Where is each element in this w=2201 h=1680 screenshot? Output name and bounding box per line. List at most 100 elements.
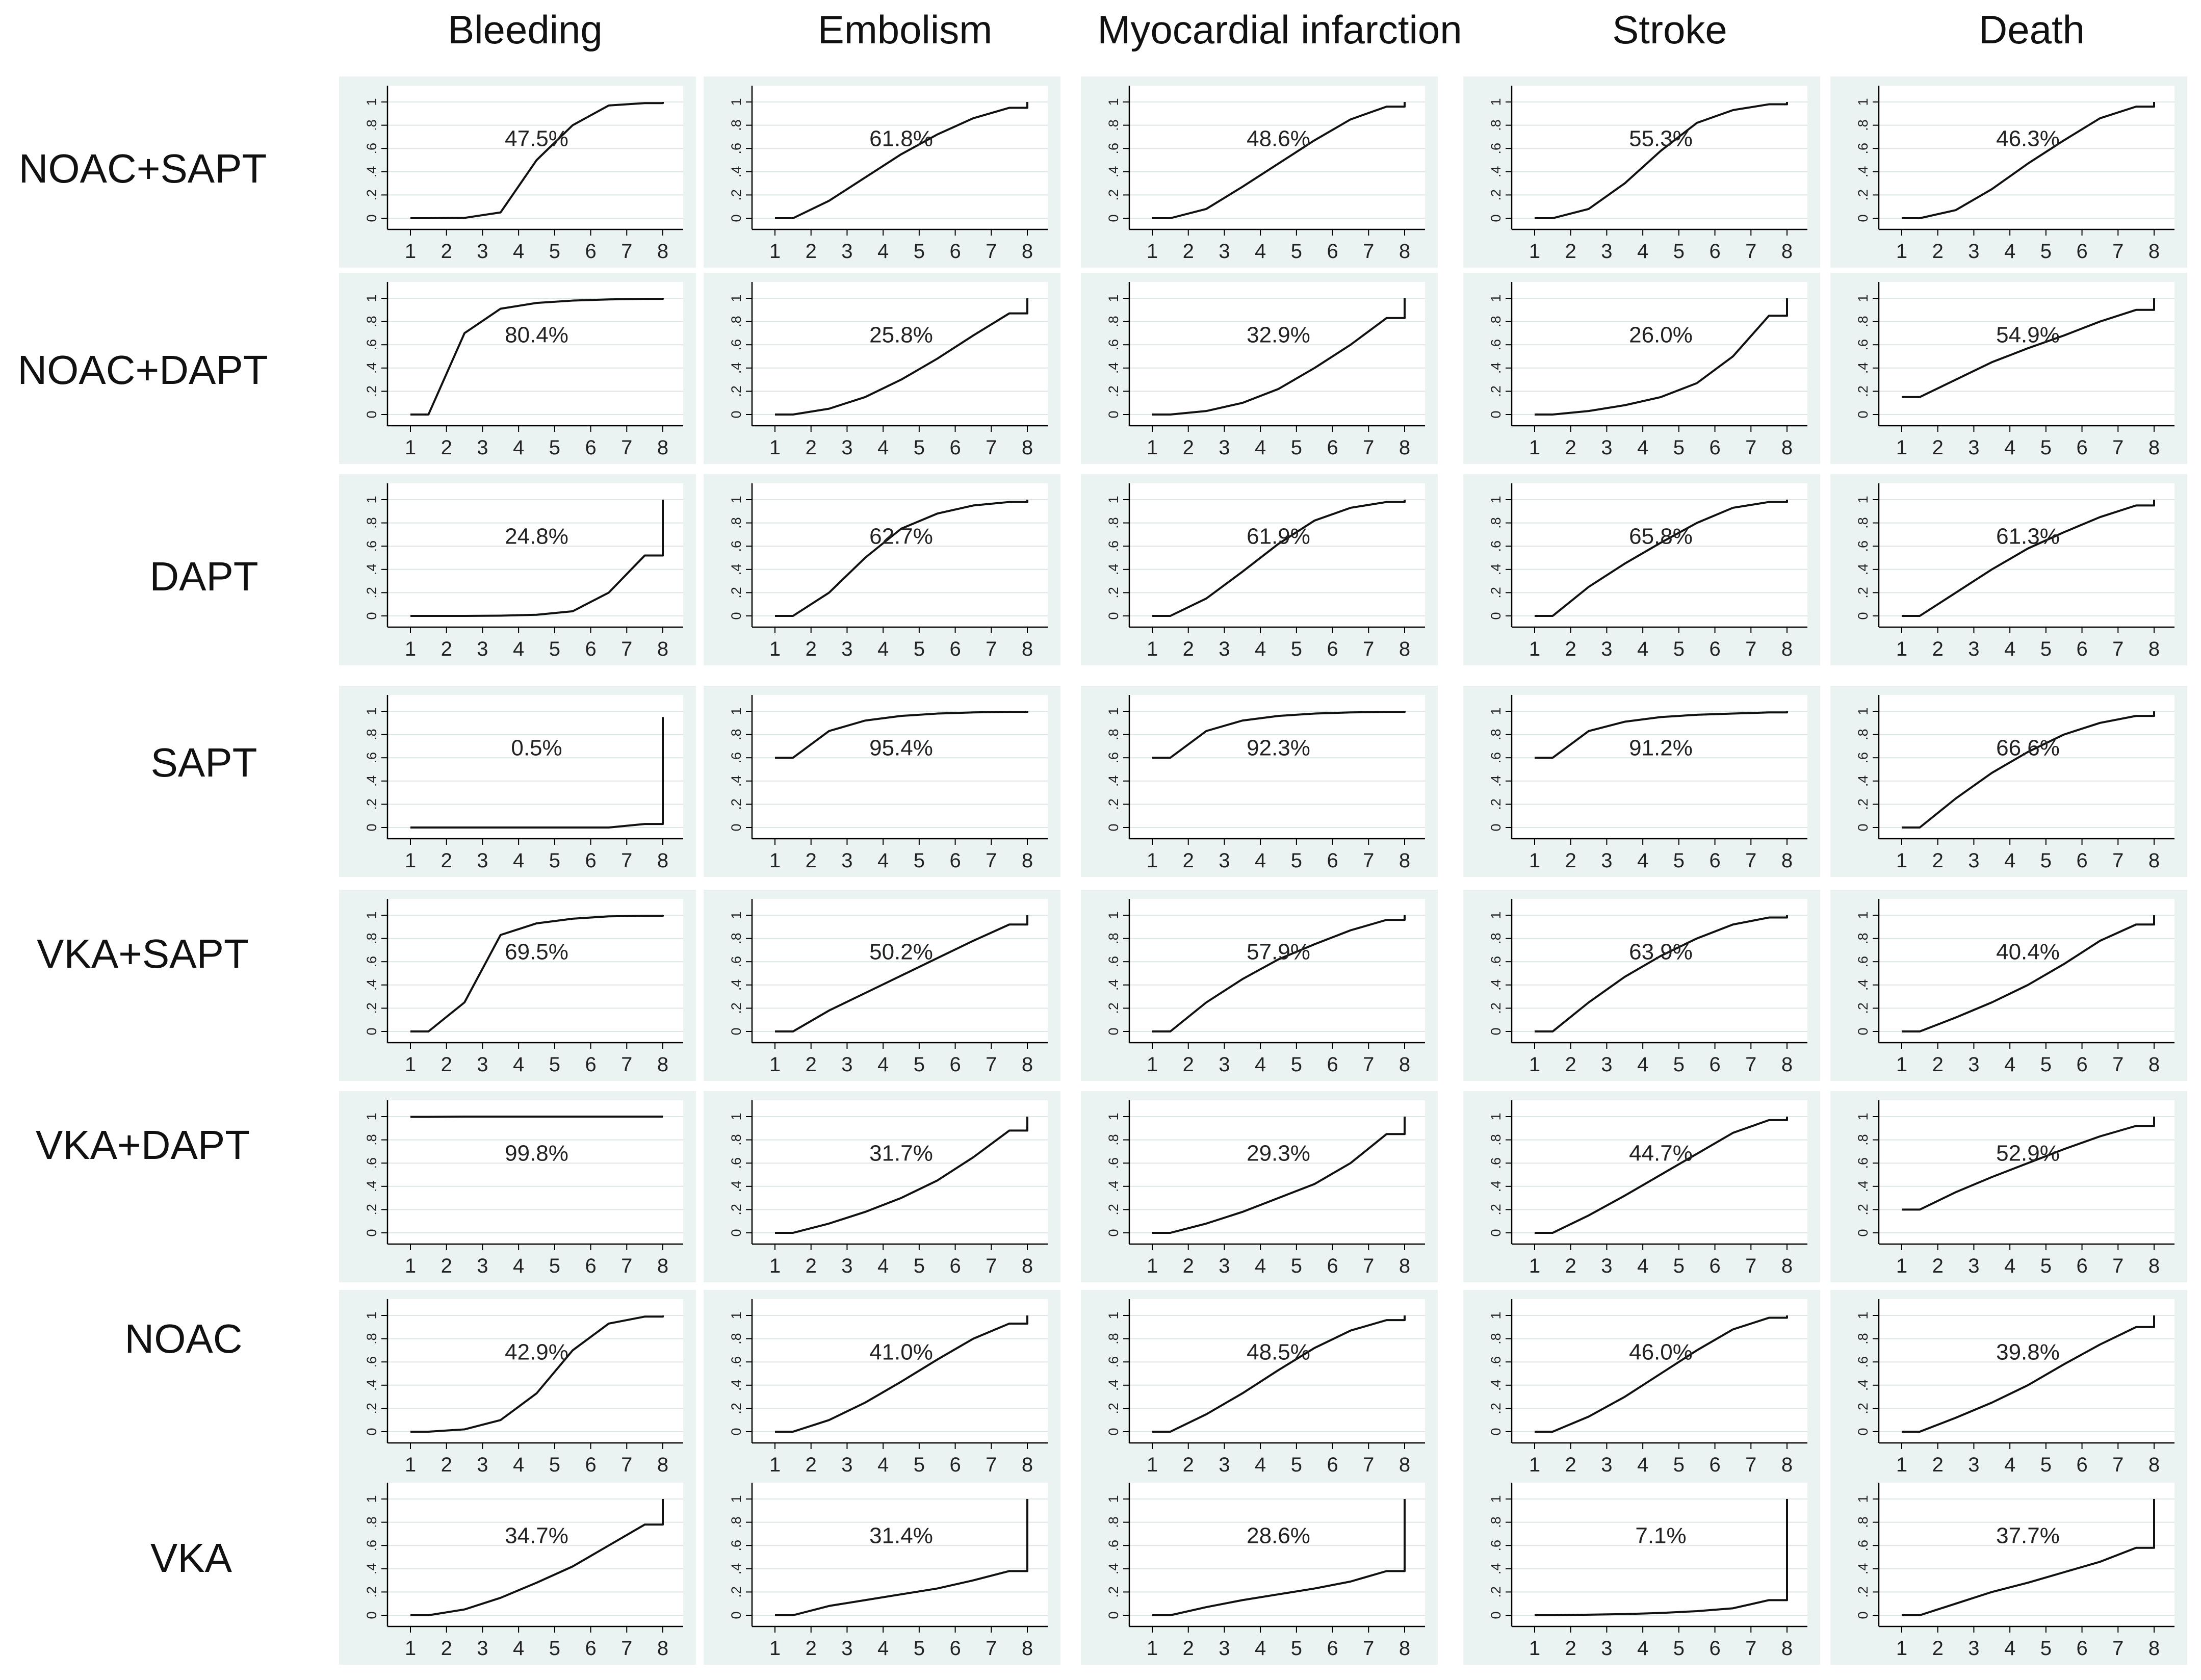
x-tick-label: 8 — [1781, 638, 1793, 660]
y-tick-label: .4 — [729, 363, 744, 374]
y-tick-label: 1 — [1855, 294, 1871, 302]
x-tick-label: 5 — [1291, 436, 1302, 459]
y-tick-label: .6 — [364, 752, 379, 764]
panel-dapt-bleeding: 0 .2 .4 .6 .8 1 1 2 3 4 5 6 7 8 24.8% — [339, 474, 696, 665]
x-tick-label: 4 — [877, 638, 889, 660]
x-tick-label: 5 — [549, 638, 560, 660]
x-tick-label: 7 — [1363, 1454, 1374, 1476]
y-tick-label: .6 — [364, 1356, 379, 1368]
x-tick-label: 7 — [1363, 638, 1374, 660]
y-tick-label: .4 — [1855, 776, 1871, 787]
x-tick-label: 2 — [1565, 436, 1576, 459]
y-tick-label: .8 — [364, 316, 379, 327]
x-tick-label: 4 — [877, 436, 889, 459]
y-tick-label: .2 — [1855, 1403, 1871, 1414]
y-tick-label: 0 — [1106, 612, 1121, 619]
y-tick-label: .2 — [1855, 385, 1871, 397]
row-title-vka: VKA — [150, 1535, 232, 1581]
x-tick-label: 8 — [1022, 638, 1033, 660]
x-tick-label: 6 — [949, 436, 961, 459]
x-tick-label: 5 — [549, 240, 560, 263]
sucra-label: 28.6% — [1247, 1523, 1310, 1548]
x-tick-label: 4 — [1255, 849, 1266, 872]
plot-area — [752, 282, 1048, 426]
y-tick-label: 1 — [729, 1495, 744, 1503]
y-tick-label: .6 — [1855, 540, 1871, 552]
x-tick-label: 8 — [1022, 849, 1033, 872]
y-tick-label: 0 — [1488, 1229, 1504, 1236]
y-tick-label: .6 — [729, 339, 744, 351]
x-tick-label: 2 — [1932, 436, 1944, 459]
x-tick-label: 1 — [769, 1053, 781, 1076]
x-tick-label: 5 — [2040, 638, 2052, 660]
y-tick-label: .2 — [1106, 798, 1121, 810]
x-tick-label: 2 — [806, 436, 817, 459]
x-tick-label: 6 — [1709, 849, 1720, 872]
y-tick-label: .2 — [729, 385, 744, 397]
plot-area — [1512, 282, 1807, 426]
x-tick-label: 8 — [657, 436, 668, 459]
y-tick-label: .2 — [1488, 798, 1504, 810]
y-tick-label: .6 — [364, 143, 379, 154]
y-tick-label: .8 — [1106, 119, 1121, 131]
x-tick-label: 6 — [2076, 240, 2087, 263]
x-tick-label: 5 — [1291, 1454, 1302, 1476]
x-tick-label: 2 — [806, 1637, 817, 1660]
sucra-label: 63.9% — [1629, 939, 1693, 964]
panel-noac-myocardial-infarction: 0 .2 .4 .6 .8 1 1 2 3 4 5 6 7 8 48.5% — [1081, 1290, 1438, 1481]
sucra-curve — [410, 1315, 664, 1433]
panel-noac-embolism: 0 .2 .4 .6 .8 1 1 2 3 4 5 6 7 8 41.0% — [704, 1290, 1060, 1481]
y-tick-label: 0 — [1488, 410, 1504, 418]
y-tick-label: .6 — [729, 752, 744, 764]
y-tick-label: .2 — [1855, 1204, 1871, 1216]
x-tick-label: 6 — [1709, 240, 1720, 263]
x-tick-label: 2 — [1565, 849, 1576, 872]
x-tick-label: 7 — [1745, 436, 1756, 459]
x-tick-label: 7 — [1745, 240, 1756, 263]
x-tick-label: 3 — [1601, 1255, 1612, 1277]
x-tick-label: 3 — [477, 1637, 488, 1660]
y-tick-label: .2 — [729, 189, 744, 201]
panel-noac-sapt-embolism: 0 .2 .4 .6 .8 1 1 2 3 4 5 6 7 8 61.8% — [704, 76, 1060, 268]
y-tick-label: .8 — [1106, 517, 1121, 529]
x-tick-label: 6 — [1327, 1053, 1338, 1076]
y-tick-label: 0 — [364, 1229, 379, 1236]
x-tick-label: 5 — [549, 1053, 560, 1076]
x-tick-label: 7 — [2112, 1053, 2124, 1076]
y-tick-label: 0 — [364, 1027, 379, 1035]
y-tick-label: .8 — [729, 316, 744, 327]
y-tick-label: .8 — [1488, 1134, 1504, 1146]
panel-noac-dapt-embolism: 0 .2 .4 .6 .8 1 1 2 3 4 5 6 7 8 25.8% — [704, 273, 1060, 464]
x-tick-label: 1 — [1147, 240, 1158, 263]
x-tick-label: 7 — [986, 849, 997, 872]
x-tick-label: 6 — [585, 1053, 596, 1076]
y-tick-label: 0 — [1855, 410, 1871, 418]
x-tick-label: 2 — [1183, 1053, 1194, 1076]
plot-area — [1879, 282, 2174, 426]
x-tick-label: 2 — [1565, 240, 1576, 263]
y-tick-label: .2 — [729, 1002, 744, 1014]
x-tick-label: 8 — [1781, 849, 1793, 872]
plot-area — [1129, 899, 1425, 1043]
y-tick-label: .2 — [1106, 1204, 1121, 1216]
x-tick-label: 5 — [1291, 849, 1302, 872]
y-tick-label: .8 — [1488, 119, 1504, 131]
panel-noac-dapt-death: 0 .2 .4 .6 .8 1 1 2 3 4 5 6 7 8 54.9% — [1830, 273, 2187, 464]
plot-area — [752, 1299, 1048, 1443]
x-tick-label: 7 — [1363, 1053, 1374, 1076]
row-title-vka-sapt: VKA+SAPT — [37, 931, 249, 976]
y-tick-label: 0 — [1855, 823, 1871, 831]
x-tick-label: 3 — [1601, 436, 1612, 459]
x-tick-label: 4 — [1637, 1637, 1648, 1660]
x-tick-label: 4 — [1255, 240, 1266, 263]
x-tick-label: 8 — [1022, 436, 1033, 459]
y-tick-label: .6 — [1488, 1356, 1504, 1368]
sucra-curve — [1152, 1117, 1406, 1234]
y-tick-label: .8 — [1106, 1134, 1121, 1146]
x-tick-label: 6 — [1327, 1255, 1338, 1277]
x-tick-label: 1 — [1529, 1454, 1540, 1476]
plot-area — [1512, 695, 1807, 839]
y-tick-label: 1 — [1855, 98, 1871, 106]
x-tick-label: 3 — [477, 1053, 488, 1076]
x-tick-label: 5 — [914, 1637, 925, 1660]
